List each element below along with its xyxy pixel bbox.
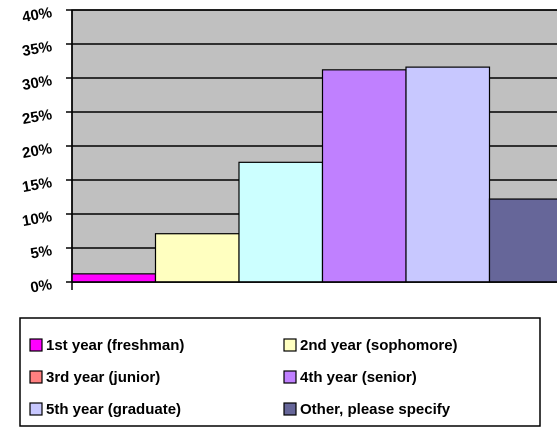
bar	[488, 198, 557, 283]
legend-label: 3rd year (junior)	[46, 369, 160, 386]
y-tick-label: 0%	[29, 276, 53, 297]
legend-swatch	[29, 338, 43, 352]
legend-label: 5th year (graduate)	[46, 401, 181, 418]
y-tick-label: 15%	[21, 174, 54, 196]
legend-swatch	[283, 338, 297, 352]
legend-swatch	[283, 370, 297, 384]
y-tick-label: 30%	[21, 72, 54, 94]
legend-swatch	[29, 370, 43, 384]
bar	[405, 66, 491, 283]
legend-label: Other, please specify	[300, 401, 451, 418]
y-tick-label: 5%	[29, 242, 53, 263]
legend-box	[19, 317, 541, 427]
y-tick-label: 25%	[21, 106, 54, 128]
legend-label: 1st year (freshman)	[46, 337, 184, 354]
legend-label: 2nd year (sophomore)	[300, 337, 458, 354]
legend-label: 4th year (senior)	[300, 369, 417, 386]
bar	[154, 233, 240, 283]
y-tick-label: 20%	[21, 140, 54, 162]
legend-swatch	[29, 402, 43, 416]
bar	[71, 273, 157, 283]
legend-swatch	[283, 402, 297, 416]
y-tick-label: 35%	[21, 38, 54, 60]
y-tick-label: 40%	[21, 4, 54, 26]
bar	[321, 69, 407, 283]
y-tick-label: 10%	[21, 208, 54, 230]
bar	[238, 161, 324, 283]
